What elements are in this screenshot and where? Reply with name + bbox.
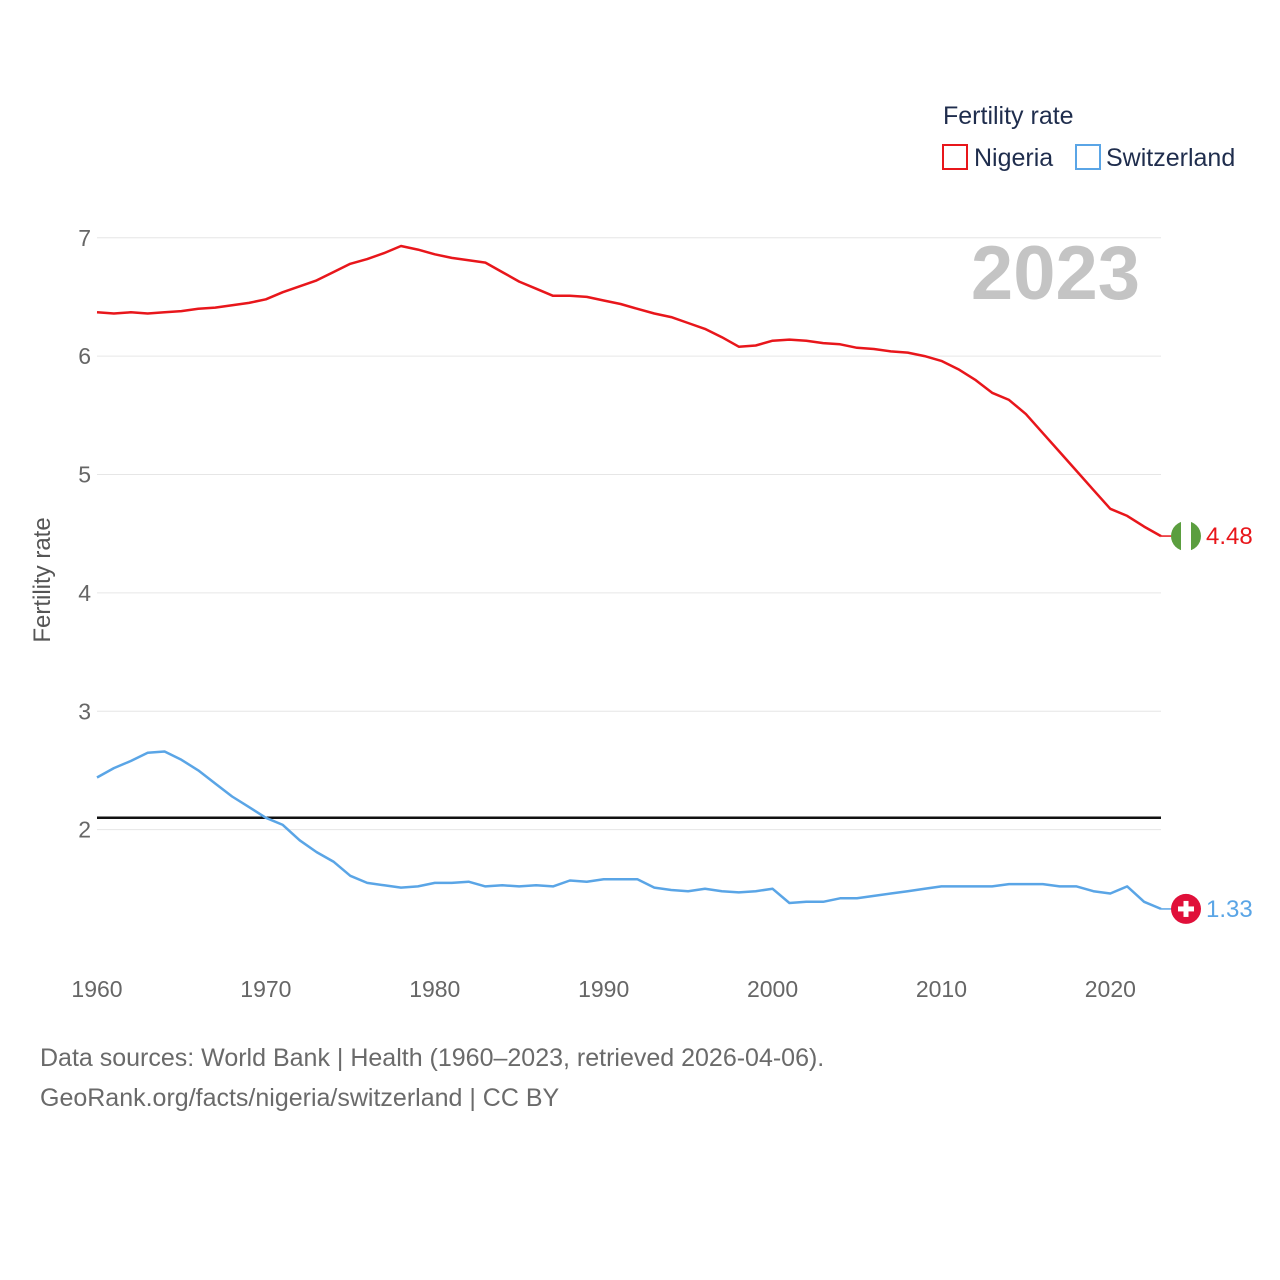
- x-tick-label: 1990: [578, 976, 629, 1002]
- legend-label-nigeria[interactable]: Nigeria: [974, 144, 1053, 172]
- series-line-switzerland[interactable]: [96, 750, 1162, 911]
- end-markers: 4.48 1.33: [1161, 521, 1253, 924]
- year-label: 2023: [971, 231, 1140, 316]
- y-tick-label: 6: [78, 343, 91, 369]
- end-value-label-switzerland: 1.33: [1206, 896, 1253, 923]
- end-value-label-nigeria: 4.48: [1206, 523, 1253, 550]
- x-tick-label: 2000: [747, 976, 798, 1002]
- legend-swatch-switzerland[interactable]: [1075, 144, 1101, 170]
- x-tick-label: 1980: [409, 976, 460, 1002]
- footer-sources: Data sources: World Bank | Health (1960–…: [40, 1044, 825, 1072]
- legend-swatch-nigeria[interactable]: [942, 144, 968, 170]
- switzerland-flag-icon: [1171, 893, 1201, 924]
- y-tick-label: 2: [78, 817, 91, 843]
- y-tick-label: 5: [78, 462, 91, 488]
- legend: Fertility rate Nigeria Switzerland: [942, 102, 1235, 172]
- x-axis: 1960 1970 1980 1990 2000 2010 2020: [71, 976, 1136, 1002]
- y-axis: 2 3 4 5 6 7: [78, 225, 91, 843]
- y-tick-label: 3: [78, 698, 91, 724]
- legend-title: Fertility rate: [943, 102, 1074, 130]
- x-tick-label: 2020: [1085, 976, 1136, 1002]
- series-lines: [96, 244, 1162, 911]
- line-chart: 2 3 4 5 6 7 1960 1970 1980 1990 2000 2010 2020 Fert…: [29, 102, 1253, 1002]
- gridlines: [97, 237, 1161, 831]
- x-tick-label: 2010: [916, 976, 967, 1002]
- series-line-nigeria[interactable]: [96, 244, 1162, 538]
- footer-attribution[interactable]: GeoRank.org/facts/nigeria/switzerland | …: [40, 1084, 560, 1112]
- legend-label-switzerland[interactable]: Switzerland: [1106, 144, 1235, 172]
- y-tick-label: 7: [78, 225, 91, 251]
- x-tick-label: 1960: [71, 976, 122, 1002]
- y-tick-label: 4: [78, 580, 91, 606]
- y-axis-title: Fertility rate: [29, 517, 56, 642]
- nigeria-flag-icon: [1171, 521, 1201, 552]
- x-tick-label: 1970: [240, 976, 291, 1002]
